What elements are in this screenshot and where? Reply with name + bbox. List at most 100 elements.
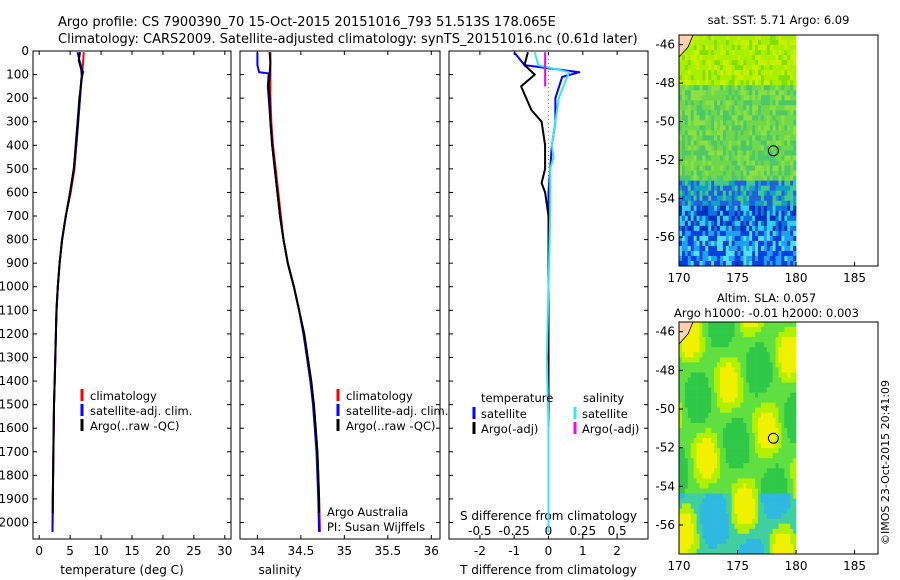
map-cell [708,200,712,207]
map-cell [734,100,738,106]
x-tick-label: 5 [66,544,74,558]
map-cell [743,70,747,76]
map-cell [787,417,791,424]
map-cell [790,165,794,171]
map-cell [690,205,694,212]
map-cell [766,105,771,111]
map-cell [711,382,715,388]
map-cell [681,220,686,227]
map-cell [760,337,765,343]
map-cell [725,357,730,363]
map-cell [693,483,697,489]
map-cell [775,397,779,403]
map-cell [687,538,692,545]
map-cell [760,422,765,429]
map-cell [743,463,747,469]
map-cell [793,463,797,469]
map-cell [752,332,756,338]
map-cell [731,135,735,141]
x-axis-label: T difference from climatology [459,563,637,577]
map-cell [699,155,703,161]
legend-label: climatology [346,389,413,403]
map-cell [714,170,718,176]
map-cell [784,135,788,141]
map-cell [696,483,700,489]
map-cell [743,120,747,126]
map-cell [714,453,718,459]
map-cell [784,538,788,545]
map-y-tick-label: -46 [655,325,675,339]
map-cell [775,200,779,207]
x-axis-label: salinity [258,563,301,577]
map-cell [731,40,735,46]
map-cell [696,342,700,348]
map-cell [793,215,797,222]
map-cell [728,165,732,171]
map-cell [702,65,706,71]
map-cell [702,120,706,126]
map-cell [681,422,686,429]
map-cell [693,422,697,429]
map-cell [793,427,797,434]
map-cell [793,160,797,166]
map-cell [731,432,735,439]
map-cell [699,35,703,41]
map-cell [740,225,744,232]
map-cell [722,130,727,136]
x-tick-label: 35.5 [374,544,401,558]
map-cell [702,478,706,484]
map-frame [678,321,879,555]
map-cell [790,367,794,373]
map-cell [684,165,689,171]
map-cell [746,538,750,545]
map-cell [775,115,779,121]
map-cell [734,543,738,550]
map-cell [725,130,730,136]
map-cell [740,40,744,46]
map-cell [769,165,773,171]
map-cell [696,90,700,96]
map-cell [746,392,750,398]
map-cell [752,60,756,66]
map-cell [681,125,686,131]
map-cell [734,120,738,126]
map-cell [755,397,759,403]
map-cell [778,443,782,449]
map-cell [696,478,700,484]
map-cell [693,347,697,353]
map-cell [752,432,756,439]
map-cell [681,100,686,106]
map-cell [793,387,797,393]
map-cell [775,347,779,353]
map-cell [711,140,715,146]
map-cell [693,35,697,41]
map-cell [679,392,683,398]
map-cell [793,70,797,76]
map-cell [758,95,762,101]
map-cell [784,508,788,514]
map-cell [746,125,750,131]
map-cell [746,165,750,171]
map-cell [793,35,797,41]
map-cell [702,155,706,161]
map-cell [790,135,794,141]
map-cell [778,60,782,66]
map-cell [705,200,709,207]
map-cell [790,35,794,41]
map-cell [740,135,744,141]
map-cell [737,412,741,419]
map-cell [705,235,709,242]
map-cell [687,352,692,358]
map-cell [734,105,738,111]
map-cell [784,523,788,530]
map-cell [684,468,689,474]
map-cell [787,523,791,530]
map-cell [714,347,718,353]
map-cell [681,473,686,479]
map-cell [684,417,689,424]
map-cell [775,357,779,363]
map-cell [758,245,762,252]
map-frame [678,34,879,267]
map-cell [731,95,735,101]
map-cell [787,65,791,71]
